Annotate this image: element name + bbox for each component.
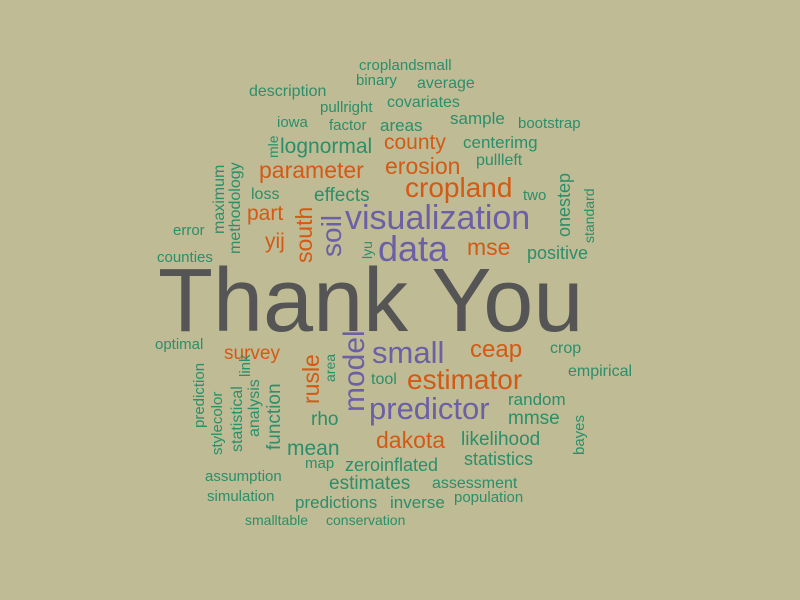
word-counties: counties <box>157 249 213 266</box>
word-crop: crop <box>550 340 582 357</box>
word-iowa: iowa <box>277 114 308 131</box>
word-data: data <box>378 228 449 269</box>
word-predictor: predictor <box>369 391 490 426</box>
word-bayes: bayes <box>571 414 588 455</box>
word-conservation: conservation <box>326 512 406 528</box>
word-likelihood: likelihood <box>461 429 541 450</box>
word-bootstrap: bootstrap <box>518 115 581 132</box>
word-analysis: analysis <box>246 379 263 437</box>
word-rho: rho <box>311 409 339 430</box>
word-model: model <box>338 330 371 412</box>
word-population: population <box>454 489 524 506</box>
word-survey: survey <box>224 343 280 364</box>
word-stylecolor-link: stylecolor <box>209 391 226 455</box>
word-optimal: optimal <box>155 336 204 353</box>
word-tool: tool <box>371 371 397 388</box>
word-smalltable: smalltable <box>245 512 309 528</box>
word-methodology: methodology <box>227 162 244 254</box>
word-parameter: parameter <box>259 157 364 183</box>
word-ceap: ceap <box>470 336 523 363</box>
word-mmse: mmse <box>508 408 560 429</box>
word-standard: standard <box>581 188 597 243</box>
word-loss: loss <box>251 186 280 203</box>
word-yij: yij <box>265 230 285 253</box>
word-cropland: cropland <box>405 172 513 203</box>
word-link: link <box>237 354 254 377</box>
word-covariates: covariates <box>387 94 460 111</box>
word-predictions: predictions <box>295 493 378 512</box>
word-centerimg: centerimg <box>463 133 538 152</box>
word-statistical: statistical <box>229 386 246 452</box>
word-part: part <box>247 202 284 225</box>
word-pullright: pullright <box>320 99 373 116</box>
word-map: map <box>305 455 335 472</box>
word-assessment: assessment <box>432 475 518 492</box>
word-mean: mean <box>287 437 340 460</box>
word-areas: areas <box>380 116 423 135</box>
word-binary: binary <box>356 72 397 89</box>
word-statistics: statistics <box>464 449 534 469</box>
word-rusle: rusle <box>298 354 324 404</box>
word-estimates: estimates <box>329 473 411 494</box>
word-mse: mse <box>467 234 511 260</box>
word-simulation: simulation <box>207 488 275 505</box>
word-average: average <box>417 75 475 92</box>
word-prediction: prediction <box>191 362 208 428</box>
word-pullleft: pullleft <box>476 152 523 169</box>
word-function: function <box>264 383 285 450</box>
word-lognormal: lognormal <box>280 135 373 158</box>
word-factor: factor <box>329 117 367 134</box>
word-area: area <box>322 353 338 382</box>
word-assumption: assumption <box>205 468 282 485</box>
word-sample: sample <box>450 109 505 128</box>
word-estimator: estimator <box>407 364 523 395</box>
word-maximum: maximum <box>211 164 228 234</box>
word-croplandsmall: croplandsmall <box>359 57 452 74</box>
word-empirical: empirical <box>568 363 633 380</box>
word-effects: effects <box>314 185 370 206</box>
word-onestep: onestep <box>554 172 574 237</box>
word-error: error <box>173 222 205 239</box>
word-zeroinflated: zeroinflated <box>345 455 439 475</box>
title: Thank You <box>158 251 584 351</box>
word-small: small <box>372 335 445 370</box>
word-two: two <box>523 187 547 204</box>
word-positive: positive <box>527 243 589 263</box>
word-description: description <box>249 83 327 100</box>
word-county: county <box>384 131 446 154</box>
word-erosion: erosion <box>385 153 461 179</box>
word-inverse: inverse <box>390 493 445 512</box>
word-random: random <box>508 390 566 409</box>
word-visualization: visualization <box>345 199 531 237</box>
word-dakota: dakota <box>376 427 446 453</box>
word-mle: mle <box>265 135 281 158</box>
